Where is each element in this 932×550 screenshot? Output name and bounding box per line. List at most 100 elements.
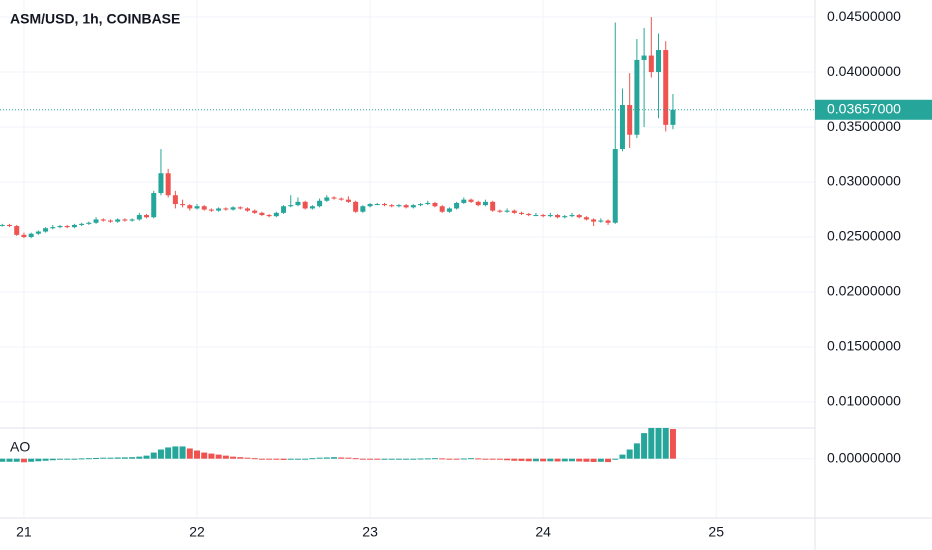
ao-bar: [583, 458, 590, 462]
candle-body: [230, 207, 236, 210]
candle-body: [21, 234, 27, 238]
ao-bar: [215, 454, 222, 459]
y-tick-label: 0.02000000: [827, 283, 901, 299]
y-tick-label: 0.03500000: [827, 118, 901, 134]
candle-body: [504, 210, 510, 212]
ao-bar: [56, 458, 63, 460]
candle-body: [432, 202, 438, 207]
candle-body: [180, 204, 186, 206]
ao-bar: [114, 457, 121, 459]
ao-bar: [309, 458, 316, 460]
candle-body: [490, 201, 496, 211]
candle-body: [288, 205, 294, 207]
ao-bar: [143, 455, 150, 459]
x-tick-label: 21: [16, 524, 32, 540]
candle-body: [511, 210, 517, 213]
ao-bar: [338, 457, 345, 459]
ao-bar: [475, 458, 482, 460]
ao-bar: [655, 428, 662, 459]
x-tick-label: 24: [535, 524, 551, 540]
candle-body: [144, 215, 150, 218]
candle-body: [418, 204, 424, 206]
candle-body: [562, 216, 568, 218]
ao-bar: [136, 456, 143, 459]
candle-body: [302, 201, 308, 209]
ao-bar: [266, 458, 273, 460]
candle-body: [208, 209, 214, 211]
y-tick-label: 0.01000000: [827, 393, 901, 409]
ao-bar: [287, 458, 294, 460]
ao-bar: [612, 458, 619, 460]
ao-bar: [496, 458, 503, 460]
candle-body: [115, 219, 121, 222]
ao-tick-label: 0.00000000: [827, 449, 901, 465]
ao-bar: [482, 458, 489, 460]
candle-body: [107, 220, 113, 222]
candle-body: [345, 199, 351, 202]
candle-body: [367, 204, 373, 207]
candle-body: [569, 215, 575, 217]
ao-bar: [381, 458, 388, 460]
candle-body: [317, 200, 323, 207]
ao-bar: [605, 458, 612, 463]
ao-bar: [576, 458, 583, 462]
candle-body: [244, 208, 250, 211]
candle-body: [410, 205, 416, 208]
ao-bar: [121, 457, 128, 459]
ao-bar: [107, 457, 114, 459]
ao-bar: [194, 450, 201, 459]
ao-bar: [417, 458, 424, 460]
ao-bar: [93, 457, 100, 459]
candle-body: [259, 212, 265, 216]
ao-bar: [468, 458, 475, 460]
ao-bar: [20, 458, 27, 463]
ao-bar: [201, 452, 208, 459]
ao-bar: [0, 458, 6, 462]
last-price-box: [815, 99, 932, 120]
candle-body: [454, 202, 460, 209]
candle-body: [482, 201, 488, 206]
candle-body: [497, 210, 503, 212]
ao-bar: [35, 458, 42, 462]
candle-body: [533, 215, 539, 217]
ao-bar: [71, 458, 78, 460]
x-tick-label: 25: [708, 524, 724, 540]
ao-bar: [359, 458, 366, 460]
candle-body: [64, 226, 70, 228]
candle-body: [43, 228, 49, 232]
ao-bar: [648, 428, 655, 459]
indicator-name: AO: [10, 439, 30, 455]
ao-bar: [6, 458, 13, 462]
ao-bar: [208, 453, 215, 459]
ao-bar: [316, 457, 323, 459]
ao-bar: [280, 458, 287, 460]
candle-body: [93, 219, 99, 223]
candle-body: [475, 201, 481, 206]
candle-body: [353, 201, 359, 212]
ao-bar: [633, 443, 640, 459]
y-tick-label: 0.03000000: [827, 173, 901, 189]
candle-body: [79, 223, 85, 225]
candle-body: [591, 219, 597, 222]
y-tick-label: 0.02500000: [827, 228, 901, 244]
ao-bar: [13, 458, 20, 462]
candle-body: [374, 204, 380, 206]
candle-body: [656, 50, 662, 73]
ao-bar: [547, 458, 554, 462]
candle-body: [627, 105, 633, 135]
candle-body: [28, 233, 34, 238]
candle-body: [309, 206, 315, 209]
candle-body: [439, 206, 445, 212]
candle-body: [648, 55, 654, 73]
ao-bar: [619, 454, 626, 459]
candle-body: [86, 222, 92, 224]
ao-bar: [85, 458, 92, 460]
ao-bar: [439, 458, 446, 460]
ao-bar: [237, 457, 244, 459]
candle-body: [381, 204, 387, 206]
candle-body: [360, 206, 366, 212]
last-price-label: 0.03657000: [827, 100, 901, 116]
ao-bar: [554, 458, 561, 462]
